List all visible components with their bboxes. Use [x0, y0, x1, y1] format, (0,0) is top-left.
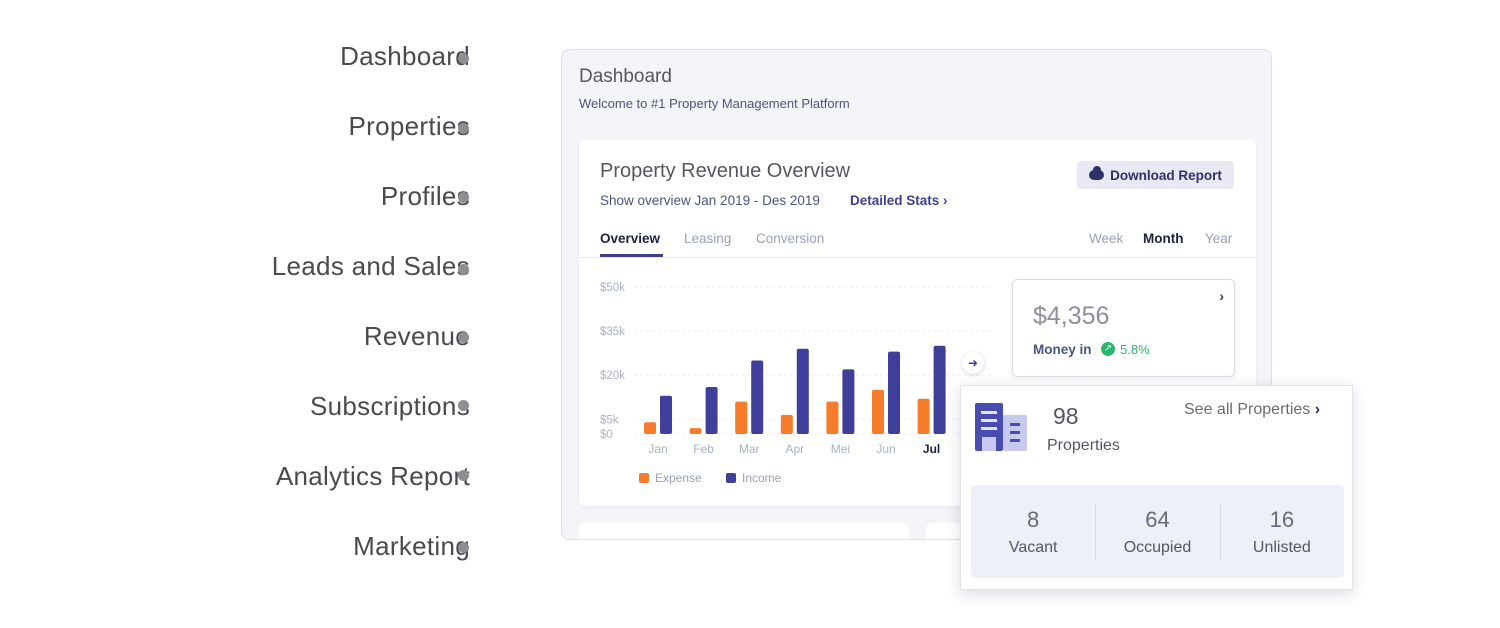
tab-leasing[interactable]: Leasing: [684, 231, 732, 246]
cloud-download-icon: [1089, 166, 1105, 180]
menu-item-label: Analytics Report: [275, 460, 470, 491]
menu-item-leads-and-sales[interactable]: Leads and Sales: [272, 251, 470, 281]
lower-panel-left: [579, 523, 909, 539]
x-tick-label: Jul: [923, 442, 940, 456]
tabs-divider: [579, 257, 1256, 258]
bar-expense-feb[interactable]: [689, 428, 702, 434]
money-in-change: 5.8%: [1120, 342, 1150, 357]
menu-item-label: Marketing: [353, 530, 470, 561]
legend-expense: Expense: [639, 471, 702, 485]
menu-item-revenue[interactable]: Revenue: [364, 321, 470, 351]
see-all-label: See all Properties: [1184, 401, 1311, 418]
bar-expense-jan[interactable]: [644, 422, 656, 434]
menu-item-properties[interactable]: Properties: [349, 111, 471, 141]
detailed-stats-link[interactable]: Detailed Stats ›: [850, 193, 948, 208]
menu-item-label: Subscriptions: [310, 390, 470, 421]
bullet-dot-icon: [458, 470, 469, 481]
bullet-dot-icon: [458, 123, 469, 134]
income-swatch: [726, 473, 736, 483]
tab-overview[interactable]: Overview: [600, 231, 661, 246]
y-tick-label: $0: [600, 429, 613, 441]
bar-expense-mei[interactable]: [826, 401, 839, 434]
download-report-button[interactable]: Download Report: [1077, 161, 1234, 189]
properties-card: 98 Properties See all Properties › 8 Vac…: [960, 385, 1353, 590]
chevron-right-icon: ›: [1314, 401, 1321, 418]
chevron-right-icon[interactable]: ›: [1219, 288, 1224, 304]
bar-expense-jul[interactable]: [917, 398, 930, 434]
menu-item-label: Profiles: [380, 180, 470, 211]
x-tick-label: Jun: [876, 442, 895, 456]
menu-item-profiles[interactable]: Profiles: [381, 181, 470, 211]
y-tick-label: $35k: [600, 326, 625, 338]
bullet-dot-icon: [458, 264, 469, 275]
x-tick-label: Mei: [831, 442, 850, 456]
stat-label: Occupied: [1123, 538, 1192, 556]
menu-item-label: Properties: [348, 110, 470, 141]
stat-vacant: 8 Vacant: [971, 485, 1095, 578]
bullet-dot-icon: [458, 53, 469, 64]
bar-income-jan[interactable]: [660, 395, 672, 434]
chart-next-arrow[interactable]: ➜: [962, 352, 984, 374]
bar-income-jul[interactable]: [933, 345, 946, 434]
menu-item-label: Revenue: [363, 320, 470, 351]
property-stats: 8 Vacant 64 Occupied 16 Unlisted: [971, 485, 1344, 578]
menu-item-label: Dashboard: [340, 40, 470, 71]
arrow-up-icon: ↗: [1101, 342, 1115, 356]
menu-item-analytics-report[interactable]: Analytics Report: [276, 461, 470, 491]
active-tab-indicator: [600, 254, 663, 257]
money-in-value: $4,356: [1033, 302, 1110, 330]
page-title: Dashboard: [579, 66, 672, 87]
menu-item-marketing[interactable]: Marketing: [353, 531, 470, 561]
stat-value: 64: [1145, 506, 1170, 532]
stat-occupied: 64 Occupied: [1095, 485, 1219, 578]
bullet-dot-icon: [458, 192, 469, 203]
menu-item-subscriptions[interactable]: Subscriptions: [310, 391, 470, 421]
money-in-label: Money in: [1033, 342, 1092, 357]
building-icon: [975, 403, 1027, 451]
bar-income-jun[interactable]: [888, 351, 900, 434]
bar-income-apr[interactable]: [796, 348, 809, 434]
stat-label: Unlisted: [1252, 538, 1311, 556]
menu-item-dashboard[interactable]: Dashboard: [340, 41, 470, 71]
expense-swatch: [639, 473, 649, 483]
card-subtitle: Show overview Jan 2019 - Des 2019: [600, 193, 820, 208]
bar-expense-mar[interactable]: [735, 401, 748, 434]
legend-income: Income: [726, 471, 781, 485]
properties-label: Properties: [1047, 437, 1120, 454]
bullet-dot-icon: [458, 332, 469, 343]
legend-expense-label: Expense: [655, 471, 702, 485]
period-month[interactable]: Month: [1143, 231, 1184, 246]
bar-income-feb[interactable]: [705, 386, 718, 434]
bar-expense-jun[interactable]: [872, 389, 884, 434]
y-tick-label: $20k: [600, 370, 625, 382]
period-year[interactable]: Year: [1205, 231, 1233, 246]
stat-value: 16: [1269, 506, 1295, 532]
x-tick-label: Mar: [739, 442, 760, 456]
tab-conversion[interactable]: Conversion: [756, 231, 825, 246]
bullet-dot-icon: [458, 400, 469, 411]
menu-item-label: Leads and Sales: [271, 250, 470, 281]
period-week[interactable]: Week: [1089, 231, 1124, 246]
stat-value: 8: [1027, 506, 1040, 532]
stat-label: Vacant: [1008, 538, 1058, 556]
x-tick-label: Feb: [693, 442, 714, 456]
see-all-properties-link[interactable]: See all Properties ›: [1184, 401, 1320, 419]
revenue-bar-chart: $0 $5k $20k $35k $50k Jan Feb Mar Apr Mei Jun Jul: [600, 282, 991, 456]
x-tick-label: Jan: [648, 442, 667, 456]
bullet-dot-icon: [458, 542, 469, 553]
download-report-label: Download Report: [1110, 167, 1222, 183]
bar-income-mar[interactable]: [751, 360, 764, 435]
page-subtitle: Welcome to #1 Property Management Platfo…: [579, 96, 850, 111]
card-title: Property Revenue Overview: [600, 160, 851, 182]
legend-income-label: Income: [742, 471, 782, 485]
bar-expense-apr[interactable]: [780, 414, 793, 434]
money-in-card[interactable]: › $4,356 Money in ↗ 5.8%: [1012, 279, 1235, 377]
y-tick-label: $50k: [600, 282, 625, 294]
bar-income-mei[interactable]: [842, 369, 855, 434]
x-tick-label: Apr: [785, 442, 804, 456]
properties-count: 98: [1053, 403, 1079, 429]
y-tick-label: $5k: [600, 414, 619, 426]
stat-unlisted: 16 Unlisted: [1219, 485, 1344, 578]
